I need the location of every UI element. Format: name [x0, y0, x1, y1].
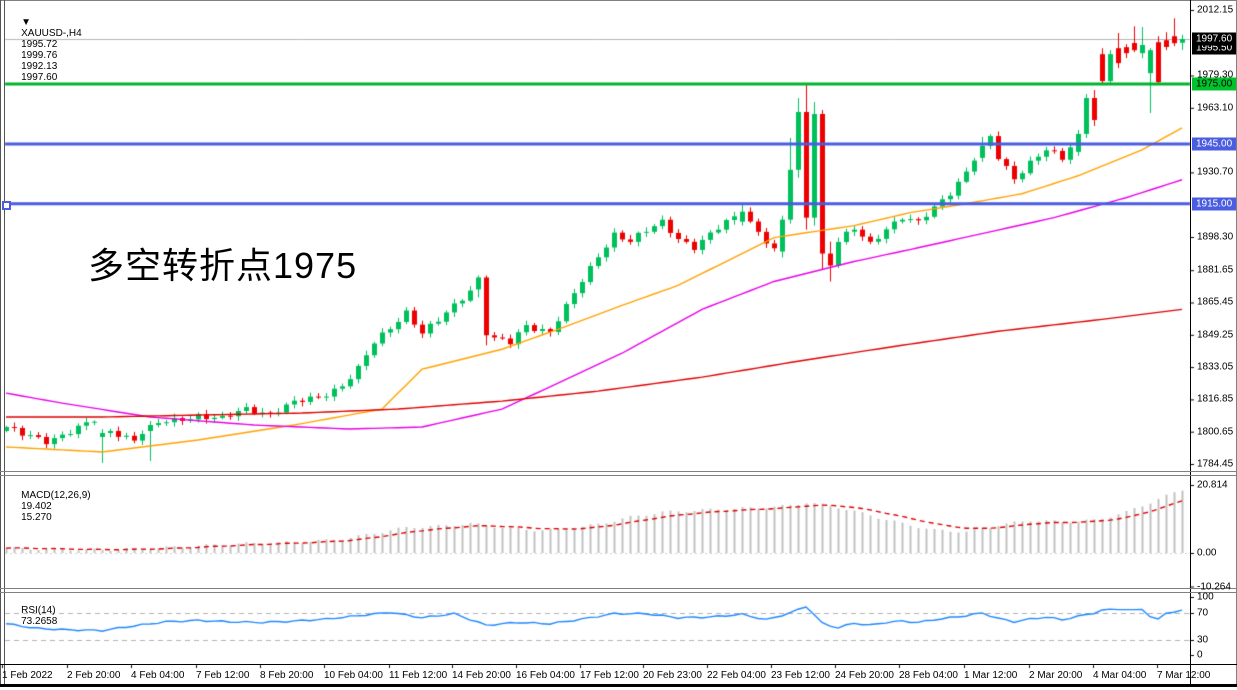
symbol-period-label: XAUUSD-,H4: [21, 28, 82, 39]
ohlc-close: 1997.60: [21, 72, 58, 83]
price-tick-label: 1881.65: [1197, 264, 1234, 276]
time-tick-label: 22 Feb 04:00: [707, 670, 766, 681]
rsi-name: RSI(14): [21, 605, 56, 616]
price-tick-label: 1979.30: [1197, 69, 1234, 81]
level-price-box: 1945.00: [1192, 137, 1237, 151]
level-price-box: 1915.00: [1192, 197, 1237, 211]
price-tick-label: 1849.25: [1197, 329, 1234, 341]
price-tick-label: 1963.10: [1197, 102, 1234, 114]
window-left-border: [0, 0, 1, 685]
macd-main-value: 19.402: [21, 501, 52, 512]
time-tick-label: 11 Feb 12:00: [389, 670, 448, 681]
macd-pane-label: MACD(12,26,9) 19.402 15.270: [10, 479, 91, 534]
time-tick-label: 4 Feb 04:00: [131, 670, 185, 681]
ohlc-high: 1999.76: [21, 50, 58, 61]
price-tick-label: 1784.45: [1197, 458, 1234, 470]
macd-tick-label: 20.814: [1197, 479, 1228, 491]
time-tick-label: 2 Feb 20:00: [67, 670, 121, 681]
time-tick-label: 1 Feb 2022: [2, 670, 53, 681]
time-tick-label: 24 Feb 20:00: [835, 670, 894, 681]
time-tick-label: 7 Feb 12:00: [196, 670, 250, 681]
rsi-current-value: 73.2658: [21, 616, 58, 627]
macd-signal-value: 15.270: [21, 512, 52, 523]
time-tick-label: 8 Feb 20:00: [260, 670, 314, 681]
chart-left-border: [4, 0, 5, 685]
time-tick-label: 7 Mar 12:00: [1157, 670, 1211, 681]
time-tick-label: 10 Feb 04:00: [324, 670, 383, 681]
macd-tick-label: 0.00: [1197, 547, 1217, 559]
current-price-box: 1997.60: [1192, 32, 1237, 46]
time-tick-label: 23 Feb 12:00: [771, 670, 830, 681]
time-tick-label: 4 Mar 04:00: [1093, 670, 1147, 681]
ohlc-low: 1992.13: [21, 61, 58, 72]
time-tick-label: 16 Feb 04:00: [516, 670, 575, 681]
time-axis-line: [0, 664, 1237, 665]
price-tick-label: 1816.85: [1197, 393, 1234, 405]
rsi-tick-label: 30: [1197, 634, 1209, 646]
macd-tick-label: -10.264: [1197, 581, 1231, 593]
rsi-tick-label: 100: [1197, 591, 1214, 603]
window-top-border: [0, 0, 1237, 1]
time-tick-label: 17 Feb 12:00: [580, 670, 639, 681]
hline-1915-handle[interactable]: [2, 201, 11, 210]
window-bottom-border: [0, 684, 1237, 687]
pane-separator-price-macd-2[interactable]: [0, 475, 1237, 476]
time-tick-label: 20 Feb 23:00: [643, 670, 702, 681]
time-tick-label: 28 Feb 04:00: [899, 670, 958, 681]
symbol-dropdown-icon[interactable]: ▼: [21, 17, 32, 28]
symbol-title: ▼ XAUUSD-,H4 1995.72 1999.76 1992.13 199…: [10, 6, 82, 94]
time-tick-label: 14 Feb 20:00: [452, 670, 511, 681]
rsi-tick-label: 0: [1197, 649, 1203, 661]
rsi-pane-label: RSI(14) 73.2658: [10, 594, 57, 638]
price-tick-label: 1930.70: [1197, 166, 1234, 178]
price-tick-label: 2012.15: [1197, 4, 1234, 16]
price-tick-label: 1800.65: [1197, 426, 1234, 438]
price-tick-label: 1833.05: [1197, 361, 1234, 373]
price-tick-label: 1865.45: [1197, 296, 1234, 308]
ohlc-open: 1995.72: [21, 39, 58, 50]
macd-name: MACD(12,26,9): [21, 490, 91, 501]
pane-separator-price-macd[interactable]: [0, 471, 1237, 472]
price-tick-label: 1898.30: [1197, 231, 1234, 243]
pane-separator-macd-rsi[interactable]: [0, 588, 1237, 589]
level-price-box: 1975.00: [1192, 77, 1237, 91]
price-axis-line: [1190, 0, 1191, 685]
time-tick-label: 2 Mar 20:00: [1029, 670, 1083, 681]
pane-separator-macd-rsi-2[interactable]: [0, 592, 1237, 593]
time-tick-label: 1 Mar 12:00: [964, 670, 1018, 681]
rsi-tick-label: 70: [1197, 607, 1209, 619]
chart-text-annotation[interactable]: 多空转折点1975: [88, 245, 358, 286]
